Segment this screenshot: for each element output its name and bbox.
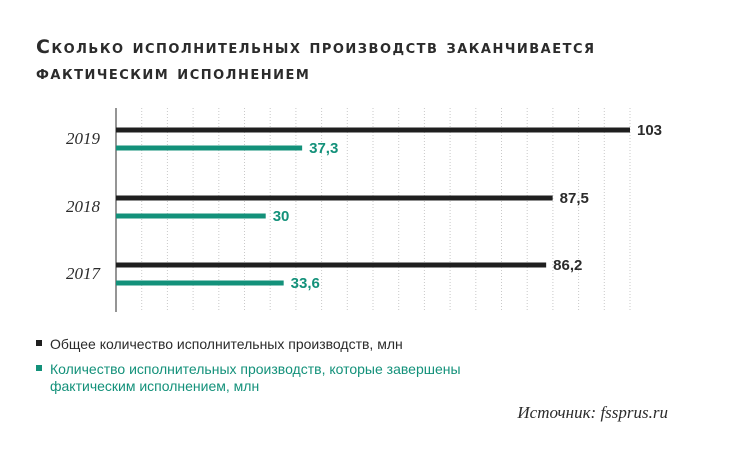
bar-actual [116, 213, 266, 219]
data-label: 33,6 [291, 275, 320, 292]
legend-actual: Количество исполнительных производств, к… [36, 361, 556, 395]
legend-actual-label-line2: фактическим исполнением, млн [50, 378, 260, 394]
category-label: 2018 [66, 197, 101, 216]
chart-title: Сколько исполнительных производств закан… [36, 36, 596, 84]
category-label: 2019 [66, 129, 101, 148]
data-label: 86,2 [553, 257, 582, 274]
legend-actual-marker [36, 365, 42, 372]
source-note: Источник: fssprus.ru [517, 403, 668, 422]
legend-total-label: Общее количество исполнительных производ… [50, 336, 403, 352]
legend-actual-label-line1: Количество исполнительных производств, к… [50, 361, 461, 377]
bars: 2019 103 37,3 2018 87,5 30 2017 86,2 33,6 [66, 122, 662, 292]
bar-total [116, 127, 630, 133]
data-label: 103 [637, 122, 662, 139]
bar-total [116, 262, 547, 268]
data-label: 30 [273, 208, 290, 225]
bar-total [116, 195, 553, 201]
legend-total-marker [36, 340, 42, 347]
legend-total: Общее количество исполнительных производ… [36, 336, 403, 353]
category-label: 2017 [66, 264, 102, 283]
data-label: 37,3 [309, 140, 338, 157]
bar-actual [116, 145, 303, 151]
bar-actual [116, 280, 284, 286]
data-label: 87,5 [560, 190, 589, 207]
gridlines [141, 108, 631, 312]
